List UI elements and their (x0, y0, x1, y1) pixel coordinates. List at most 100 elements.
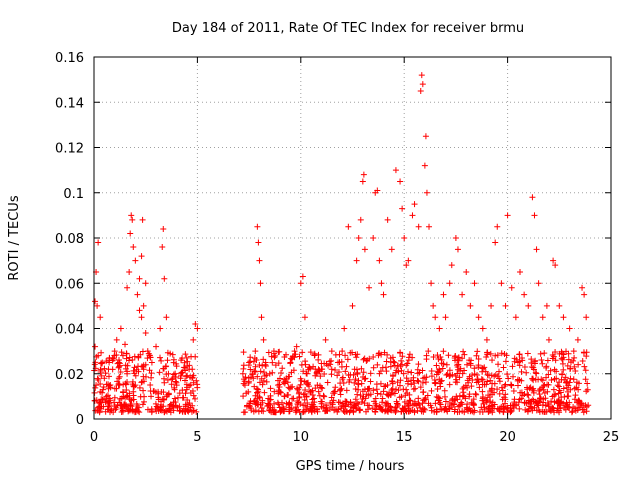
data-point (548, 398, 555, 405)
data-point (342, 368, 349, 375)
data-point (286, 408, 293, 415)
data-point (164, 392, 171, 399)
data-point (165, 370, 172, 377)
data-point (548, 376, 555, 383)
data-point (374, 187, 381, 194)
data-point (101, 365, 108, 372)
data-point (96, 398, 103, 405)
data-point (502, 358, 509, 365)
data-point (403, 375, 410, 382)
data-point (163, 314, 170, 321)
data-point (92, 359, 99, 366)
data-point (549, 405, 556, 412)
data-point (523, 384, 530, 391)
data-point (384, 382, 391, 389)
data-point (423, 189, 430, 196)
data-point (436, 399, 443, 406)
data-point (505, 375, 512, 382)
x-tick-label: 20 (499, 430, 516, 445)
data-point (391, 407, 398, 414)
data-point (460, 348, 467, 355)
data-point (307, 349, 314, 356)
data-point (452, 379, 459, 386)
data-point (115, 382, 122, 389)
data-point (489, 357, 496, 364)
data-point (305, 379, 312, 386)
data-point (438, 377, 445, 384)
data-point (421, 162, 428, 169)
data-point (351, 366, 358, 373)
data-point (148, 370, 155, 377)
data-point (171, 395, 178, 402)
data-point (579, 357, 586, 364)
data-point (524, 350, 531, 357)
data-point (184, 384, 191, 391)
data-point (549, 352, 556, 359)
data-point (343, 387, 350, 394)
data-point (123, 350, 130, 357)
data-point (261, 389, 268, 396)
data-point (299, 349, 306, 356)
y-tick-label: 0.08 (55, 232, 84, 247)
data-point (284, 379, 291, 386)
data-point (194, 384, 201, 391)
data-point (360, 171, 367, 178)
data-point (246, 359, 253, 366)
data-point (440, 348, 447, 355)
data-point (91, 397, 98, 404)
data-point (322, 336, 329, 343)
data-point (170, 371, 177, 378)
data-point (406, 351, 413, 358)
data-point (257, 280, 264, 287)
data-points (91, 72, 592, 416)
data-point (508, 284, 515, 291)
data-point (390, 358, 397, 365)
data-point (398, 357, 405, 364)
x-tick-label: 10 (293, 430, 310, 445)
data-point (463, 268, 470, 275)
data-point (92, 407, 99, 414)
data-point (502, 381, 509, 388)
data-point (574, 406, 581, 413)
data-point (153, 408, 160, 415)
data-point (336, 351, 343, 358)
data-point (583, 408, 590, 415)
data-point (450, 401, 457, 408)
data-point (278, 369, 285, 376)
data-point (162, 363, 169, 370)
data-point (379, 399, 386, 406)
data-point (458, 399, 465, 406)
y-tick-label: 0.12 (55, 142, 84, 157)
data-point (480, 400, 487, 407)
data-point (173, 382, 180, 389)
data-point (164, 357, 171, 364)
data-point (111, 348, 118, 355)
data-point (157, 354, 164, 361)
data-point (397, 349, 404, 356)
data-point (184, 397, 191, 404)
data-point (168, 381, 175, 388)
data-point (318, 384, 325, 391)
data-point (525, 392, 532, 399)
data-point (504, 212, 511, 219)
data-point (428, 404, 435, 411)
data-point (488, 302, 495, 309)
data-point (584, 386, 591, 393)
data-point (387, 403, 394, 410)
data-point (254, 390, 261, 397)
data-point (95, 239, 102, 246)
data-point (467, 408, 474, 415)
data-point (361, 246, 368, 253)
data-point (459, 408, 466, 415)
data-point (266, 407, 273, 414)
data-point (320, 392, 327, 399)
data-point (140, 387, 147, 394)
data-point (192, 320, 199, 327)
data-point (428, 368, 435, 375)
data-point (137, 393, 144, 400)
data-point (152, 400, 159, 407)
data-point (445, 352, 452, 359)
data-point (476, 408, 483, 415)
data-point (312, 372, 319, 379)
